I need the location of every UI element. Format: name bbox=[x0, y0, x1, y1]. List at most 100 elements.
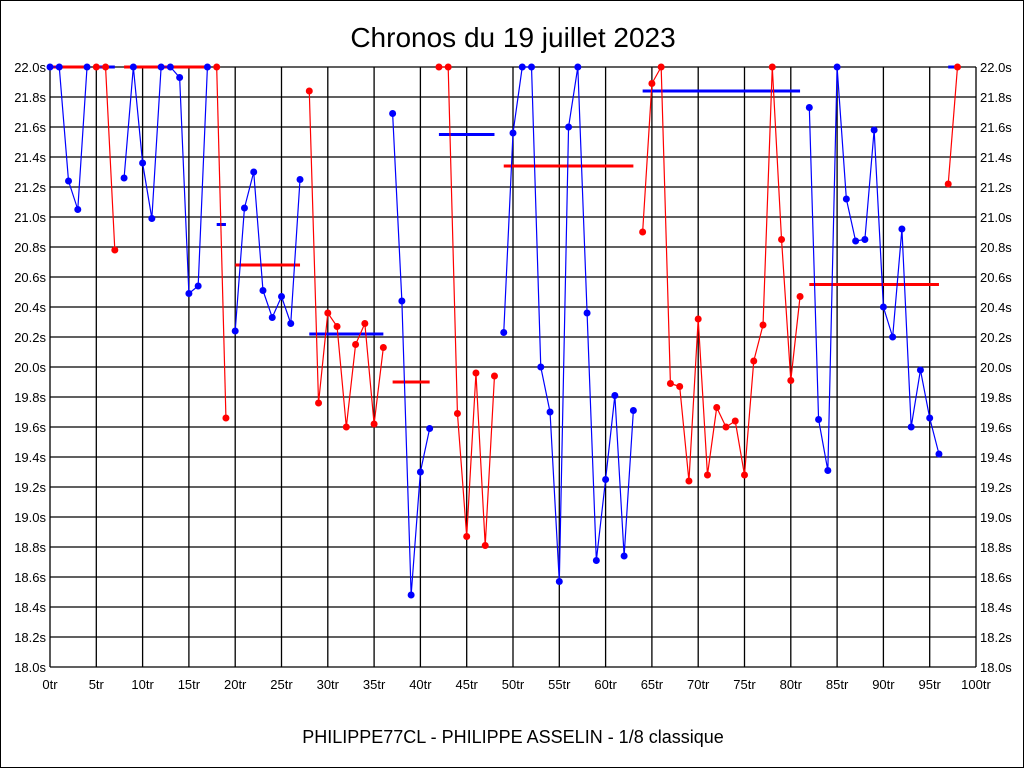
data-point-red bbox=[944, 180, 952, 188]
data-point-red bbox=[444, 63, 452, 71]
data-point-red bbox=[361, 320, 369, 327]
data-point-red bbox=[342, 423, 350, 431]
data-point-blue bbox=[176, 74, 184, 81]
y-tick-label-left: 19.4s bbox=[14, 450, 46, 465]
y-tick-label-right: 22.0s bbox=[980, 60, 1012, 75]
data-point-red bbox=[435, 63, 443, 71]
data-point-blue bbox=[129, 63, 137, 71]
data-point-blue bbox=[611, 392, 619, 399]
y-tick-label-left: 19.6s bbox=[14, 420, 46, 435]
series-line-red bbox=[96, 66, 116, 251]
data-point-blue bbox=[528, 63, 536, 71]
data-point-blue bbox=[426, 425, 434, 432]
y-tick-label-right: 18.0s bbox=[980, 660, 1012, 675]
x-tick-label: 5tr bbox=[89, 677, 105, 692]
data-point-red bbox=[102, 63, 110, 71]
data-point-blue bbox=[74, 206, 82, 213]
data-point-red bbox=[657, 63, 665, 71]
grid bbox=[49, 66, 977, 668]
y-tick-label-right: 18.8s bbox=[980, 540, 1012, 555]
data-point-red bbox=[694, 315, 702, 323]
x-tick-label: 65tr bbox=[641, 677, 664, 692]
y-tick-label-left: 19.0s bbox=[14, 510, 46, 525]
x-axis-label: PHILIPPE77CL - PHILIPPE ASSELIN - 1/8 cl… bbox=[302, 727, 724, 747]
y-tick-label-right: 18.6s bbox=[980, 570, 1012, 585]
series-line-blue bbox=[123, 66, 209, 295]
data-point-red bbox=[676, 383, 684, 390]
data-point-red bbox=[333, 323, 341, 330]
x-tick-label: 95tr bbox=[918, 677, 941, 692]
y-tick-label-left: 22.0s bbox=[14, 60, 46, 75]
data-point-red bbox=[703, 471, 711, 479]
y-tick-label-left: 21.6s bbox=[14, 120, 46, 135]
y-tick-label-right: 19.2s bbox=[980, 480, 1012, 495]
y-tick-label-left: 18.0s bbox=[14, 660, 46, 675]
data-point-blue bbox=[398, 297, 406, 305]
x-tick-labels: 0tr 5tr 10tr 15tr 20tr 25tr 30tr 35tr 40tr 45tr 50… bbox=[42, 677, 991, 692]
data-point-blue bbox=[805, 104, 813, 111]
series-line-red bbox=[216, 66, 227, 419]
y-tick-label-right: 19.8s bbox=[980, 390, 1012, 405]
data-point-blue bbox=[416, 468, 424, 476]
data-point-blue bbox=[120, 174, 128, 182]
y-tick-label-right: 19.4s bbox=[980, 450, 1012, 465]
series-line-red bbox=[947, 66, 959, 185]
x-tick-label: 80tr bbox=[780, 677, 803, 692]
series-line-blue bbox=[234, 171, 301, 332]
chart-title: Chronos du 19 juillet 2023 bbox=[350, 22, 675, 53]
data-point-blue bbox=[389, 110, 397, 117]
data-point-blue bbox=[907, 423, 915, 431]
x-tick-label: 30tr bbox=[317, 677, 340, 692]
data-point-red bbox=[639, 228, 647, 236]
y-tick-label-right: 19.0s bbox=[980, 510, 1012, 525]
data-point-blue bbox=[65, 177, 73, 185]
y-tick-label-left: 21.8s bbox=[14, 90, 46, 105]
data-point-red bbox=[490, 372, 498, 380]
data-point-red bbox=[481, 542, 489, 549]
data-point-blue bbox=[889, 333, 897, 341]
data-point-blue bbox=[842, 195, 850, 203]
y-tick-label-left: 20.0s bbox=[14, 360, 46, 375]
data-point-red bbox=[731, 417, 739, 425]
data-point-blue bbox=[185, 290, 193, 297]
data-point-blue bbox=[583, 309, 591, 317]
data-point-red bbox=[787, 377, 795, 384]
data-point-blue bbox=[166, 63, 174, 71]
data-point-blue bbox=[824, 467, 832, 474]
y-tick-label-right: 20.6s bbox=[980, 270, 1012, 285]
y-tick-label-right: 21.0s bbox=[980, 210, 1012, 225]
data-point-red bbox=[759, 321, 767, 329]
data-point-blue bbox=[629, 407, 637, 414]
data-point-blue bbox=[861, 236, 869, 243]
data-point-red bbox=[685, 477, 693, 485]
y-tick-label-right: 21.2s bbox=[980, 180, 1012, 195]
data-point-blue bbox=[296, 176, 304, 183]
series-line-blue bbox=[503, 66, 634, 582]
data-point-red bbox=[472, 369, 480, 377]
y-tick-label-left: 19.2s bbox=[14, 480, 46, 495]
y-tick-label-left: 20.4s bbox=[14, 300, 46, 315]
average-lines bbox=[50, 65, 958, 384]
data-point-red bbox=[741, 471, 748, 479]
data-point-blue bbox=[139, 159, 147, 167]
data-point-blue bbox=[148, 215, 156, 222]
data-point-blue bbox=[898, 225, 906, 233]
data-point-blue bbox=[546, 408, 554, 416]
data-point-blue bbox=[555, 578, 563, 585]
data-point-blue bbox=[407, 591, 415, 599]
data-point-blue bbox=[194, 282, 202, 290]
data-point-blue bbox=[870, 126, 878, 134]
data-point-red bbox=[352, 341, 360, 348]
data-point-blue bbox=[46, 63, 54, 71]
x-tick-label: 60tr bbox=[594, 677, 617, 692]
y-tick-label-left: 18.2s bbox=[14, 630, 46, 645]
y-tick-label-left: 21.2s bbox=[14, 180, 46, 195]
data-point-blue bbox=[602, 476, 610, 483]
data-point-blue bbox=[250, 168, 258, 176]
data-point-blue bbox=[83, 63, 91, 71]
y-tick-label-left: 18.6s bbox=[14, 570, 46, 585]
data-point-blue bbox=[620, 552, 628, 560]
y-tick-label-left: 20.8s bbox=[14, 240, 46, 255]
data-point-red bbox=[213, 63, 221, 71]
